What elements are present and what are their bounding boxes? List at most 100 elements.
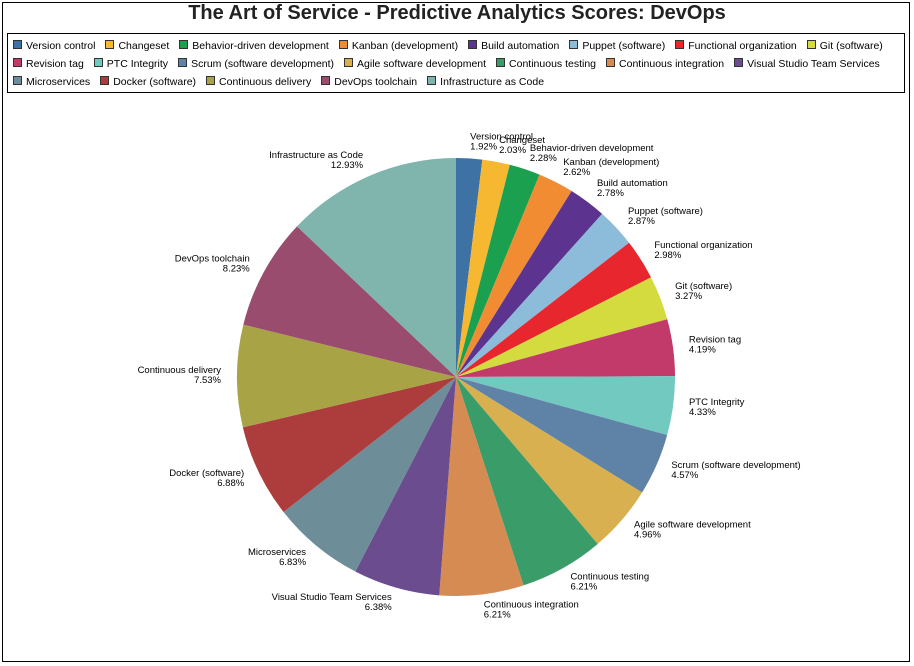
legend-swatch [13, 40, 22, 49]
pie-slice [456, 174, 572, 377]
legend-item: Scrum (software development) [178, 58, 334, 71]
slice-value: 2.03% [499, 145, 526, 156]
slice-label: Revision tag 4.19% [689, 334, 741, 355]
slice-name: Infrastructure as Code [269, 150, 363, 161]
legend-label: Docker (software) [113, 76, 197, 88]
pie-slice [456, 377, 643, 544]
slice-value: 4.96% [634, 529, 661, 540]
chart-title: The Art of Service - Predictive Analytic… [188, 2, 726, 24]
slice-value: 4.57% [671, 470, 698, 481]
slice-label: Continuous delivery 7.53% [138, 365, 222, 386]
slice-name: Git (software) [675, 281, 732, 292]
legend-item: Puppet (software) [569, 40, 665, 53]
legend-swatch [93, 58, 103, 67]
slice-name: Kanban (development) [563, 157, 659, 168]
slice-label: Agile software development 4.96% [634, 519, 751, 540]
slice-label: Behavior-driven development 2.28% [530, 143, 654, 164]
legend-swatch [100, 76, 110, 85]
slice-name: Continuous testing [570, 571, 649, 582]
legend-swatch [321, 76, 331, 85]
slice-value: 4.19% [689, 344, 716, 355]
slice-label: Visual Studio Team Services 6.38% [272, 592, 393, 613]
pie-slice [456, 213, 630, 377]
slice-name: Version control [470, 131, 533, 142]
slice-name: Changeset [499, 135, 545, 146]
legend-swatch [675, 40, 685, 49]
legend-swatch [468, 40, 478, 49]
slice-name: Docker (software) [169, 468, 244, 479]
legend-label: Continuous testing [509, 58, 597, 70]
slice-value: 8.23% [223, 263, 250, 274]
legend-item: Functional organization [675, 40, 797, 53]
slice-name: Agile software development [634, 519, 751, 530]
legend-swatch [569, 40, 579, 49]
legend-label: Behavior-driven development [192, 40, 329, 52]
pie-slice [456, 190, 603, 377]
legend-label: Visual Studio Team Services [747, 58, 880, 70]
slice-label: Scrum (software development) 4.57% [671, 460, 800, 481]
slice-name: Revision tag [689, 334, 741, 345]
slice-value: 6.83% [279, 557, 306, 568]
legend-swatch [606, 58, 616, 67]
legend-label: Build automation [481, 40, 560, 52]
pie-slice [355, 377, 456, 596]
pie-slice [456, 159, 510, 377]
pie-slice [456, 377, 598, 586]
legend-label: Puppet (software) [582, 40, 666, 52]
pie-slice [243, 226, 456, 377]
pie-slice [456, 377, 668, 493]
slice-label: Puppet (software) 2.87% [628, 206, 703, 227]
slice-name: Continuous delivery [138, 365, 222, 376]
slice-label: DevOps toolchain 8.23% [175, 253, 251, 274]
slice-name: Behavior-driven development [530, 143, 654, 154]
legend-item: Continuous testing [496, 58, 596, 71]
pie-slice [456, 319, 675, 377]
slice-name: Puppet (software) [628, 206, 703, 217]
legend-swatch [206, 76, 216, 85]
legend-swatch [179, 40, 189, 49]
legend-label: Agile software development [357, 58, 487, 70]
legend-item: Changeset [105, 40, 169, 53]
legend-item: Kanban (development) [338, 40, 459, 53]
slice-label: Infrastructure as Code 12.93% [269, 150, 364, 171]
slice-value: 2.87% [628, 216, 655, 227]
pie-slice [439, 377, 524, 596]
legend-item: Infrastructure as Code [427, 76, 544, 89]
legend-label: Continuous delivery [219, 76, 312, 88]
slice-label: Changeset 2.03% [499, 135, 545, 156]
slice-label: Kanban (development) 2.62% [563, 157, 659, 178]
slice-name: Scrum (software development) [671, 460, 800, 471]
slice-value: 3.27% [675, 291, 702, 302]
legend-item: Docker (software) [100, 76, 196, 89]
legend-swatch [338, 40, 348, 49]
legend-label: Git (software) [819, 40, 883, 52]
slice-value: 12.93% [331, 160, 364, 171]
legend-item: Visual Studio Team Services [734, 58, 880, 71]
slice-name: Microservices [248, 547, 306, 558]
slice-label: Build automation 2.78% [597, 178, 668, 199]
pie-slice [283, 377, 456, 572]
legend-label: DevOps toolchain [334, 76, 418, 88]
legend-swatch [13, 76, 22, 85]
chart-legend: Version control Changeset Behavior-driven … [7, 33, 905, 93]
legend-label: Functional organization [688, 40, 797, 52]
legend-item: Behavior-driven development [179, 40, 329, 53]
legend-label: Changeset [118, 40, 170, 52]
pie-slice [297, 158, 456, 377]
legend-item: Continuous delivery [206, 76, 311, 89]
slice-label: Docker (software) 6.88% [169, 468, 245, 489]
slice-label: Git (software) 3.27% [675, 281, 732, 302]
legend-label: PTC Integrity [106, 58, 169, 70]
slice-name: Continuous integration [484, 599, 579, 610]
legend-label: Kanban (development) [351, 40, 459, 52]
legend-swatch [734, 58, 744, 67]
pie-slice [456, 277, 668, 377]
slice-name: Build automation [597, 178, 668, 189]
slice-label: Functional organization 2.98% [654, 240, 752, 261]
legend-item: Continuous integration [606, 58, 724, 71]
legend-swatch [13, 58, 22, 67]
slice-label: Continuous integration 6.21% [484, 599, 579, 620]
slice-value: 7.53% [194, 375, 221, 386]
slice-name: PTC Integrity [689, 397, 745, 408]
slice-value: 6.88% [217, 478, 244, 489]
